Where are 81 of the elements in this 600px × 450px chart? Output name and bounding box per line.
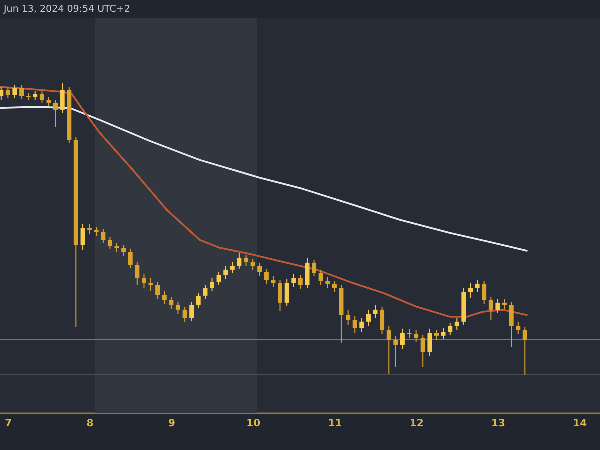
candlestick: [203, 284, 208, 300]
candlestick: [441, 328, 446, 340]
candlestick: [128, 248, 133, 269]
candlestick: [101, 228, 106, 244]
candlestick: [196, 292, 201, 309]
candlestick: [373, 304, 378, 319]
candlestick: [468, 282, 474, 298]
candlestick: [182, 306, 188, 322]
candlestick: [12, 84, 18, 98]
candlestick: [122, 244, 126, 256]
candlestick: [54, 100, 58, 128]
candlestick: [156, 282, 160, 300]
candlestick: [394, 335, 398, 368]
candlestick: [190, 302, 194, 322]
candlestick: [420, 334, 426, 368]
candlestick: [264, 268, 269, 284]
text: Jun 13, 2024 09:54 UTC+2: [3, 4, 130, 15]
candlestick: [114, 242, 120, 253]
candlestick: [148, 278, 154, 292]
candlestick: [509, 302, 514, 348]
candlestick: [414, 330, 419, 343]
candlestick: [496, 298, 500, 314]
candlestick: [400, 328, 405, 350]
candlestick: [20, 84, 24, 100]
candlestick: [0, 86, 4, 101]
candlestick: [162, 290, 167, 305]
candlestick: [88, 224, 92, 235]
candlestick: [216, 271, 222, 286]
candlestick: [46, 96, 52, 107]
candlestick: [326, 276, 330, 289]
x-tick-label: 10: [246, 418, 261, 430]
candlestick: [292, 274, 296, 288]
candlestick: [169, 296, 174, 310]
x-tick-label: 12: [410, 418, 424, 430]
candlestick: [380, 306, 385, 335]
candlestick: [258, 262, 262, 277]
candlestick: [366, 309, 371, 326]
candlestick: [346, 309, 351, 326]
candlestick: [332, 280, 337, 293]
candlestick: [284, 278, 290, 307]
candlestick: [108, 236, 112, 250]
candlestick: [352, 316, 358, 334]
candlestick: [502, 298, 507, 310]
candlestick: [488, 296, 494, 321]
candlestick: [318, 269, 324, 286]
candlestick: [360, 318, 364, 333]
x-tick-label: 9: [168, 418, 176, 430]
x-tick-label: 13: [492, 418, 506, 430]
candlestick: [312, 260, 317, 277]
candlestick: [386, 326, 392, 375]
candlestick: [237, 252, 242, 270]
candlestick: [224, 266, 228, 280]
candlestick: [448, 322, 453, 336]
candlestick: [298, 274, 303, 290]
candlestick: [244, 254, 249, 267]
candlestick: [33, 90, 38, 101]
x-tick-label: 14: [573, 418, 588, 430]
candlestick: [428, 328, 432, 357]
x-tick-label: 8: [86, 418, 94, 430]
candlestick: [94, 226, 99, 237]
candlestick: [271, 276, 276, 288]
candlestick: [80, 224, 86, 251]
candlestick: [516, 321, 521, 335]
candlestick: [434, 330, 439, 341]
candlestick: [40, 90, 44, 104]
x-tick-label: 7: [5, 418, 12, 430]
candlestick: [278, 280, 282, 312]
candlestick: [482, 280, 487, 305]
candlestick: [210, 278, 214, 292]
x-tick-label: 11: [328, 418, 342, 430]
candlestick: [135, 262, 140, 286]
candlestick: [250, 258, 256, 270]
candlestick: [142, 274, 146, 289]
candlestick: [6, 86, 10, 98]
candlestick: [60, 82, 65, 114]
candlestick: [230, 262, 235, 274]
candlestick: [305, 257, 310, 289]
candlestick: [522, 326, 528, 376]
candlestick: [454, 318, 460, 331]
candlestick: [475, 280, 480, 293]
candlestick: [176, 302, 180, 315]
